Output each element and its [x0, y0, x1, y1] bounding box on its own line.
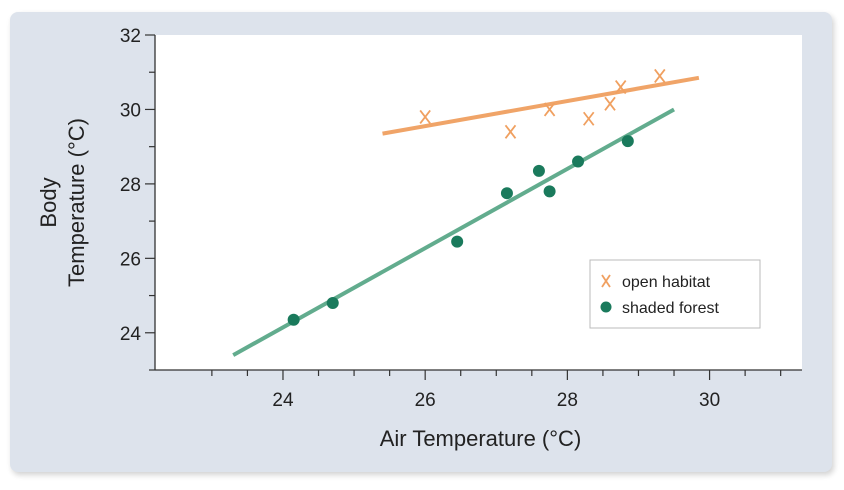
- legend-marker-open-habitat: [601, 274, 611, 288]
- trend-line-open-habitat: [382, 75, 700, 136]
- legend-label: open habitat: [622, 274, 711, 291]
- data-point-open-habitat: [543, 102, 556, 117]
- data-point-open-habitat: [614, 80, 627, 95]
- y-tick-label: 30: [120, 100, 141, 121]
- x-marker-stroke: [604, 96, 616, 111]
- legend-marker-shaded-forest: [600, 301, 612, 313]
- data-point-shaded-forest: [572, 155, 585, 168]
- data-point-shaded-forest: [621, 135, 634, 148]
- legend-label: shaded forest: [622, 300, 720, 317]
- y-axis-title-line: Temperature (°C): [64, 118, 89, 287]
- x-marker-stroke: [419, 109, 431, 124]
- x-marker-stroke: [614, 80, 627, 95]
- y-tick-label: 32: [120, 26, 141, 47]
- x-tick-label: 24: [272, 390, 294, 411]
- y-axis-title-line: Body: [36, 177, 61, 227]
- data-point-shaded-forest: [532, 164, 545, 177]
- data-point-shaded-forest: [287, 313, 300, 326]
- x-marker-stroke: [654, 68, 666, 83]
- y-tick-label: 24: [120, 324, 142, 345]
- x-tick-label: 26: [415, 390, 436, 411]
- legend: open habitat shaded forest: [589, 259, 761, 329]
- legend-box: [589, 259, 761, 329]
- data-point-open-habitat: [419, 109, 431, 124]
- data-point-open-habitat: [604, 96, 616, 111]
- data-point-shaded-forest: [451, 235, 464, 248]
- x-tick-label: 28: [557, 390, 578, 411]
- x-marker-stroke: [582, 111, 595, 126]
- data-point-open-habitat: [654, 68, 666, 83]
- x-axis-title: Air Temperature (°C): [380, 426, 582, 451]
- y-tick-label: 26: [120, 249, 141, 270]
- y-tick-label: 28: [120, 175, 141, 196]
- data-point-open-habitat: [582, 111, 595, 126]
- data-point-shaded-forest: [500, 187, 513, 200]
- data-point-open-habitat: [504, 124, 517, 139]
- data-point-shaded-forest: [543, 185, 556, 198]
- x-tick-label: 30: [699, 390, 720, 411]
- x-marker-stroke: [504, 124, 517, 139]
- x-marker-stroke: [543, 102, 556, 117]
- data-point-shaded-forest: [326, 297, 339, 309]
- trend-line-shaded-forest: [232, 107, 675, 357]
- y-axis-title: Body Temperature (°C): [36, 118, 89, 287]
- x-marker-stroke: [601, 274, 611, 288]
